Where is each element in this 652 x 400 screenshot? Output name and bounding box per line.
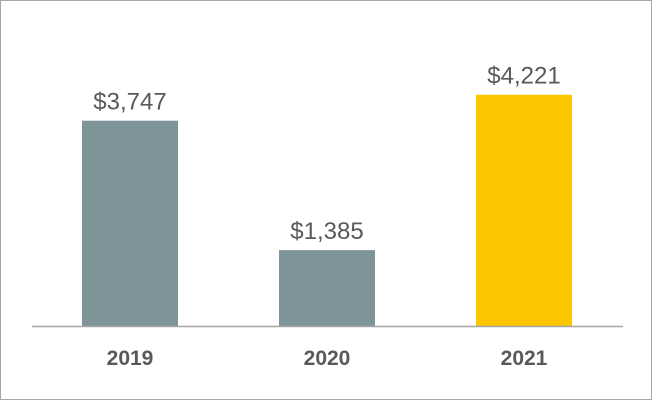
x-tick-label-2021: 2021 bbox=[501, 347, 548, 370]
bar-2019 bbox=[82, 120, 178, 327]
value-label-2021: $4,221 bbox=[487, 63, 560, 90]
value-labels-group: $3,747 $1,385 $4,221 bbox=[93, 63, 560, 245]
bar-2021 bbox=[476, 94, 572, 327]
x-tick-label-2020: 2020 bbox=[304, 347, 351, 370]
value-label-2019: $3,747 bbox=[93, 89, 166, 116]
x-tick-labels-group: 2019 2020 2021 bbox=[107, 347, 548, 370]
bars-group bbox=[82, 94, 572, 327]
value-label-2020: $1,385 bbox=[290, 218, 363, 245]
bar-2020 bbox=[279, 250, 375, 326]
x-tick-label-2019: 2019 bbox=[107, 347, 154, 370]
